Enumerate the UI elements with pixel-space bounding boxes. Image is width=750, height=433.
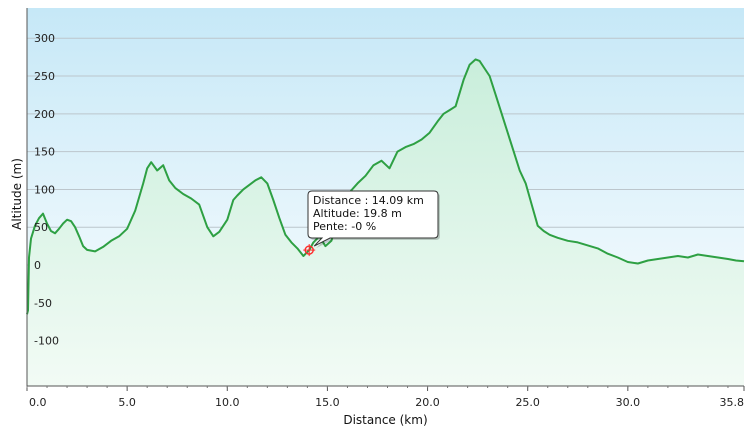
tooltip-line: Pente: -0 % [313,220,376,233]
y-tick-label: 0 [34,259,41,272]
tooltip-line: Altitude: 19.8 m [313,207,402,220]
y-tick-label: 50 [34,221,48,234]
x-tick-label: 5.0 [118,396,136,409]
x-tick-label: 0.0 [29,396,47,409]
x-tick-label: 20.0 [415,396,440,409]
axes [26,8,745,391]
y-tick-label: 250 [34,70,55,83]
x-tick-labels: 0.0 5.0 10.0 15.0 20.0 25.0 30.0 35.8 [29,396,744,409]
y-tick-label: 100 [34,183,55,196]
y-tick-label: 150 [34,146,55,159]
tooltip-box [307,190,439,247]
y-tick-label: 300 [34,32,55,45]
altitude-line [26,58,745,315]
x-tick-label: 35.8 [720,396,745,409]
x-tick-label: 30.0 [616,396,641,409]
tooltip-line: Distance : 14.09 km [313,194,424,207]
y-tick-label: -50 [34,297,52,310]
y-tick-label: 200 [34,108,55,121]
y-axis-title: Altitude (m) [10,158,24,230]
x-tick-label: 25.0 [515,396,540,409]
hover-marker [303,244,316,257]
y-tick-labels: -100 -50 0 50 100 150 200 250 300 [34,32,59,347]
x-axis-title: Distance (km) [343,413,427,427]
x-tick-label: 15.0 [315,396,340,409]
y-tick-label: -100 [34,335,59,348]
x-tick-label: 10.0 [215,396,240,409]
